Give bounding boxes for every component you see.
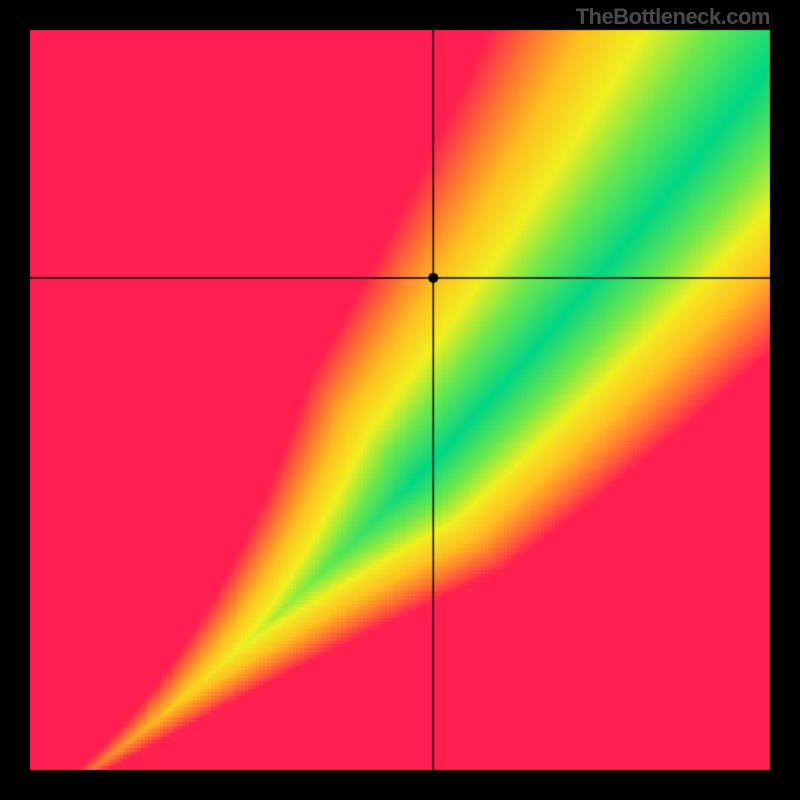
bottleneck-heatmap — [0, 0, 800, 800]
chart-container: TheBottleneck.com — [0, 0, 800, 800]
watermark-text: TheBottleneck.com — [576, 4, 770, 30]
